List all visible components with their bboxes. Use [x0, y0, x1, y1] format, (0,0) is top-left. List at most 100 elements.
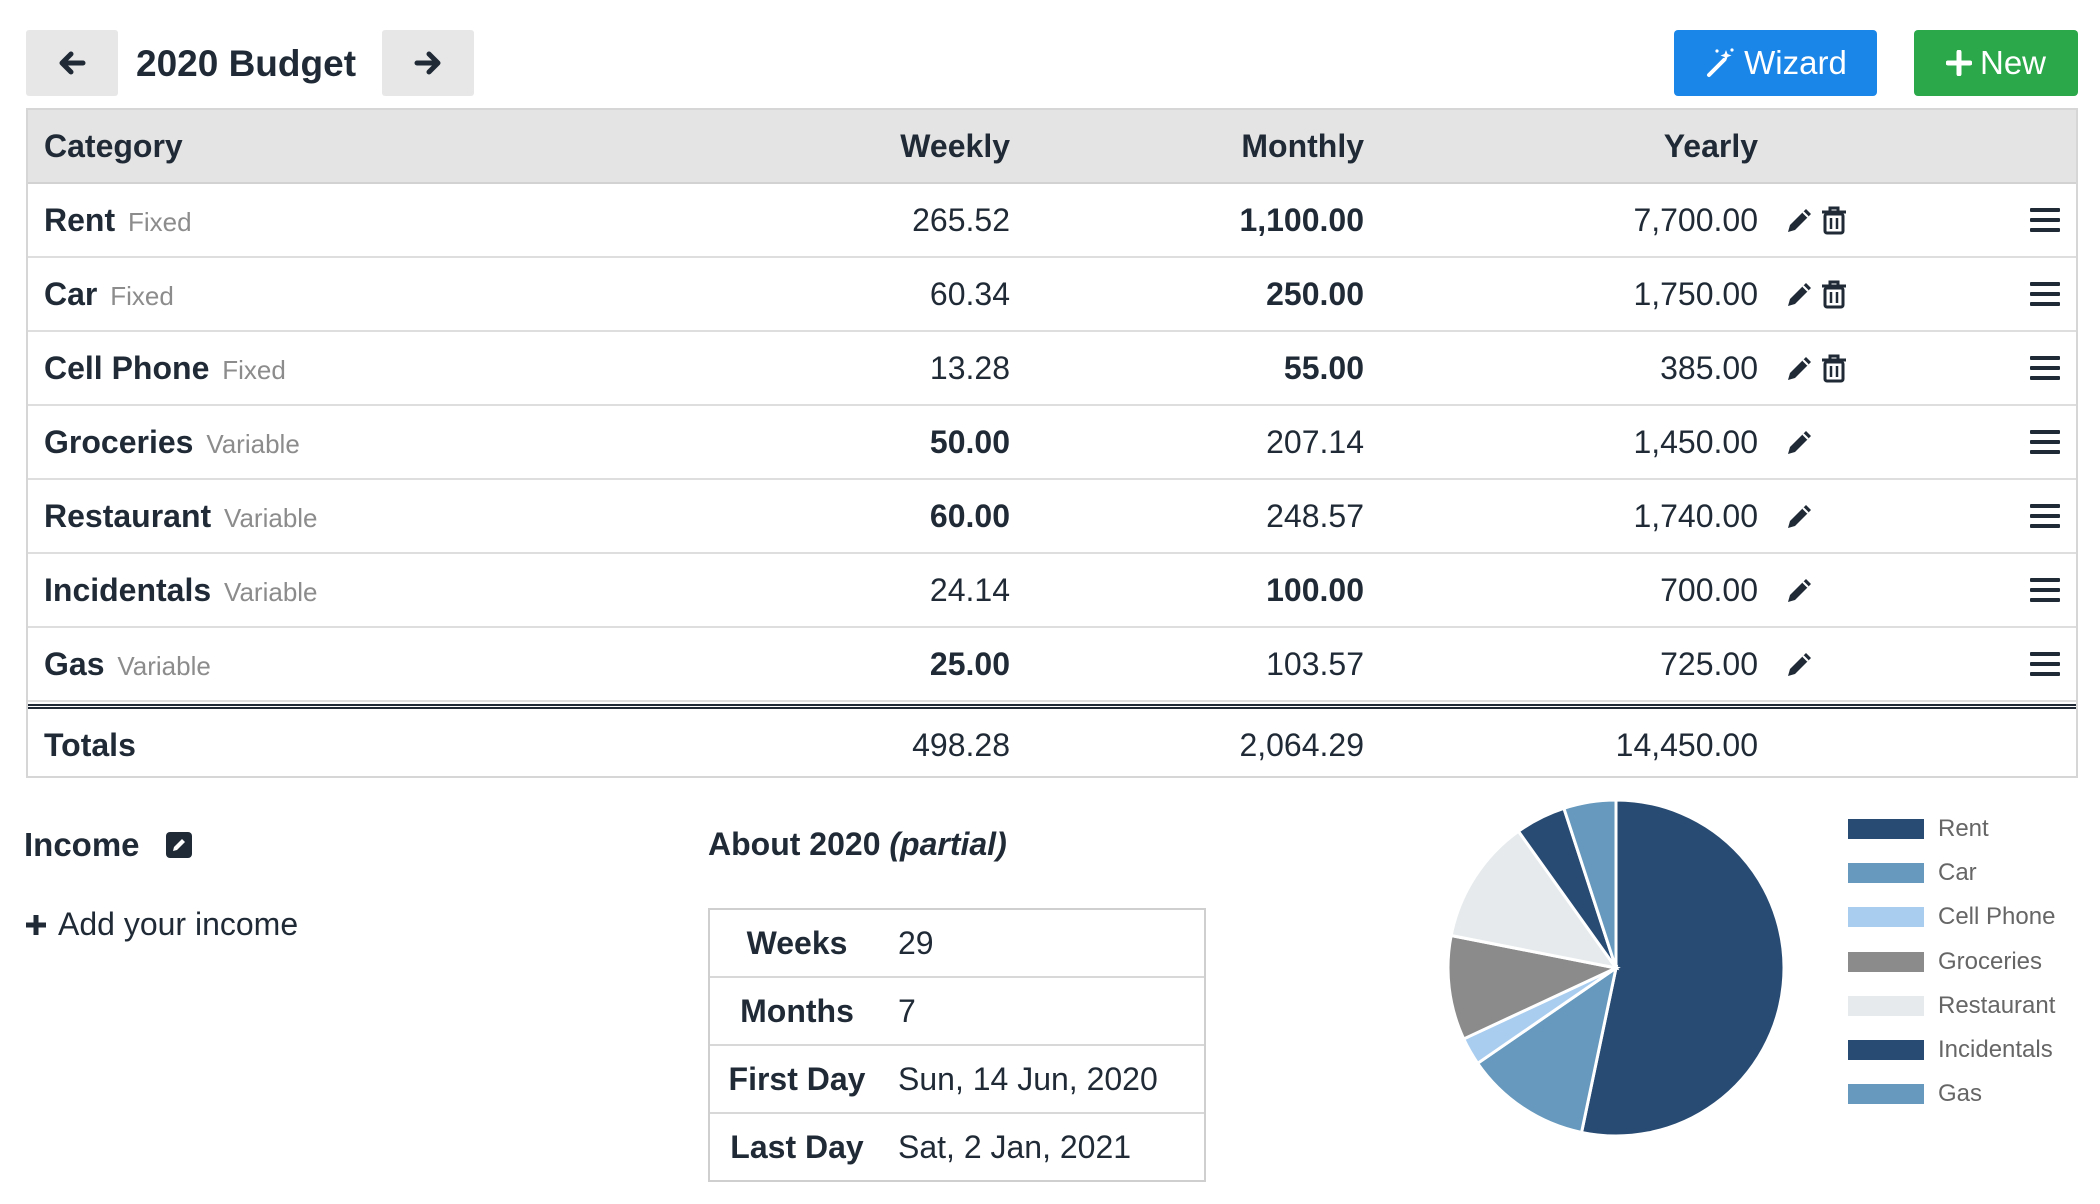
table-row: Rent Fixed 265.52 1,100.00 7,700.00 [28, 184, 2076, 258]
legend-item: Restaurant [1848, 991, 2055, 1021]
page-title: 2020 Budget [136, 43, 357, 84]
weekly-value: 24.14 [929, 572, 1010, 608]
yearly-value: 7,700.00 [1633, 202, 1758, 238]
pencil-icon[interactable] [1784, 426, 1816, 458]
category-name: Car Fixed [44, 276, 174, 312]
pencil-icon[interactable] [1784, 352, 1816, 384]
add-income-button[interactable]: Add your income [24, 906, 298, 943]
about-row: First Day Sun, 14 Jun, 2020 [710, 1046, 1204, 1114]
col-monthly: Monthly [1241, 128, 1364, 164]
table-row: Groceries Variable 50.00 207.14 1,450.00 [28, 406, 2076, 480]
category-name: Cell Phone Fixed [44, 350, 286, 386]
legend-item: Car [1848, 858, 1977, 888]
legend-swatch [1848, 907, 1924, 928]
pencil-icon[interactable] [1784, 574, 1816, 606]
monthly-value: 207.14 [1266, 424, 1364, 460]
drag-handle-icon[interactable] [2030, 504, 2060, 528]
pie-slice-restaurant [1449, 829, 1620, 971]
wizard-label: Wizard [1744, 44, 1847, 81]
trash-icon[interactable] [1818, 352, 1850, 384]
monthly-value: 100.00 [1266, 572, 1364, 608]
previous-year-button[interactable] [26, 30, 118, 96]
category-name: Groceries Variable [44, 424, 300, 460]
table-header: Category Weekly Monthly Yearly [28, 110, 2076, 184]
category-pie-chart [1446, 798, 1786, 1138]
legend-swatch [1848, 863, 1924, 884]
trash-icon[interactable] [1818, 278, 1850, 310]
about-qualifier: (partial) [889, 826, 1007, 862]
drag-handle-icon[interactable] [2030, 282, 2060, 306]
drag-handle-icon[interactable] [2030, 356, 2060, 380]
drag-handle-icon[interactable] [2030, 652, 2060, 676]
edit-square-icon[interactable] [165, 831, 193, 859]
category-name: Rent Fixed [44, 202, 192, 238]
new-category-button[interactable]: New [1914, 30, 2078, 96]
category-name: Gas Variable [44, 646, 211, 682]
about-row: Weeks 29 [710, 910, 1204, 978]
about-row: Last Day Sat, 2 Jan, 2021 [730, 1129, 1132, 1165]
weekly-value: 265.52 [912, 202, 1010, 238]
weekly-value: 25.00 [929, 646, 1010, 682]
arrow-right-icon [414, 51, 441, 75]
weekly-value: 60.00 [929, 498, 1010, 534]
legend-item: Gas [1848, 1079, 1982, 1109]
budget-table: Category Weekly Monthly Yearly Rent Fixe… [26, 108, 2078, 778]
totals-yearly: 14,450.00 [1615, 727, 1758, 763]
monthly-value: 248.57 [1266, 498, 1364, 534]
drag-handle-icon[interactable] [2030, 578, 2060, 602]
arrow-left-icon [59, 51, 86, 75]
add-income-label: Add your income [58, 906, 299, 942]
category-type: Fixed [110, 281, 174, 311]
pie-slice-groceries [1446, 933, 1621, 1041]
monthly-value: 103.57 [1266, 646, 1364, 682]
new-label: New [1979, 44, 2047, 81]
totals-weekly: 498.28 [912, 727, 1010, 763]
monthly-value: 55.00 [1283, 350, 1364, 386]
legend-swatch [1848, 1040, 1924, 1060]
category-type: Variable [224, 577, 318, 607]
next-year-button[interactable] [382, 30, 474, 96]
category-type: Fixed [222, 355, 286, 385]
table-row: Incidentals Variable 24.14 100.00 700.00 [28, 554, 2076, 628]
pie-slice-car [1475, 964, 1619, 1135]
legend-swatch [1848, 995, 1924, 1016]
legend-swatch [1848, 951, 1924, 972]
category-type: Fixed [128, 207, 192, 237]
category-type: Variable [117, 651, 211, 681]
table-row: Gas Variable 25.00 103.57 725.00 [28, 628, 2076, 702]
legend-item: Rent [1848, 814, 1989, 844]
pencil-icon[interactable] [1784, 648, 1816, 680]
pencil-icon[interactable] [1784, 278, 1816, 310]
trash-icon[interactable] [1818, 204, 1850, 236]
about-title: About 2020 (partial) [708, 826, 1007, 862]
yearly-value: 1,450.00 [1633, 424, 1758, 460]
legend-label: Gas [1938, 1080, 1983, 1108]
plus-icon [1945, 50, 1972, 76]
pie-slice-gas [1562, 798, 1618, 969]
yearly-value: 385.00 [1660, 350, 1758, 386]
totals-monthly: 2,064.29 [1239, 727, 1364, 763]
category-name: Incidentals Variable [44, 572, 318, 608]
drag-handle-icon[interactable] [2030, 430, 2060, 454]
drag-handle-icon[interactable] [2030, 208, 2060, 232]
legend-item: Incidentals [1848, 1035, 2053, 1065]
legend-label: Groceries [1938, 947, 2043, 975]
wizard-button[interactable]: Wizard [1674, 30, 1877, 96]
yearly-value: 700.00 [1660, 572, 1758, 608]
pie-slice-rent [1579, 798, 1786, 1138]
monthly-value: 1,100.00 [1239, 202, 1364, 238]
col-category: Category [44, 128, 183, 164]
col-weekly: Weekly [900, 128, 1010, 164]
table-row: Restaurant Variable 60.00 248.57 1,740.00 [28, 480, 2076, 554]
weekly-value: 60.34 [929, 276, 1010, 312]
legend-label: Restaurant [1938, 991, 2056, 1019]
totals-label: Totals [44, 727, 136, 763]
totals-row: Totals 498.28 2,064.29 14,450.00 [28, 704, 2076, 781]
legend-label: Incidentals [1938, 1036, 2053, 1063]
yearly-value: 1,750.00 [1633, 276, 1758, 312]
legend-label: Cell Phone [1938, 903, 2056, 931]
pencil-icon[interactable] [1784, 204, 1816, 236]
col-yearly: Yearly [1663, 128, 1758, 164]
pencil-icon[interactable] [1784, 500, 1816, 532]
category-name: Restaurant Variable [44, 498, 318, 534]
